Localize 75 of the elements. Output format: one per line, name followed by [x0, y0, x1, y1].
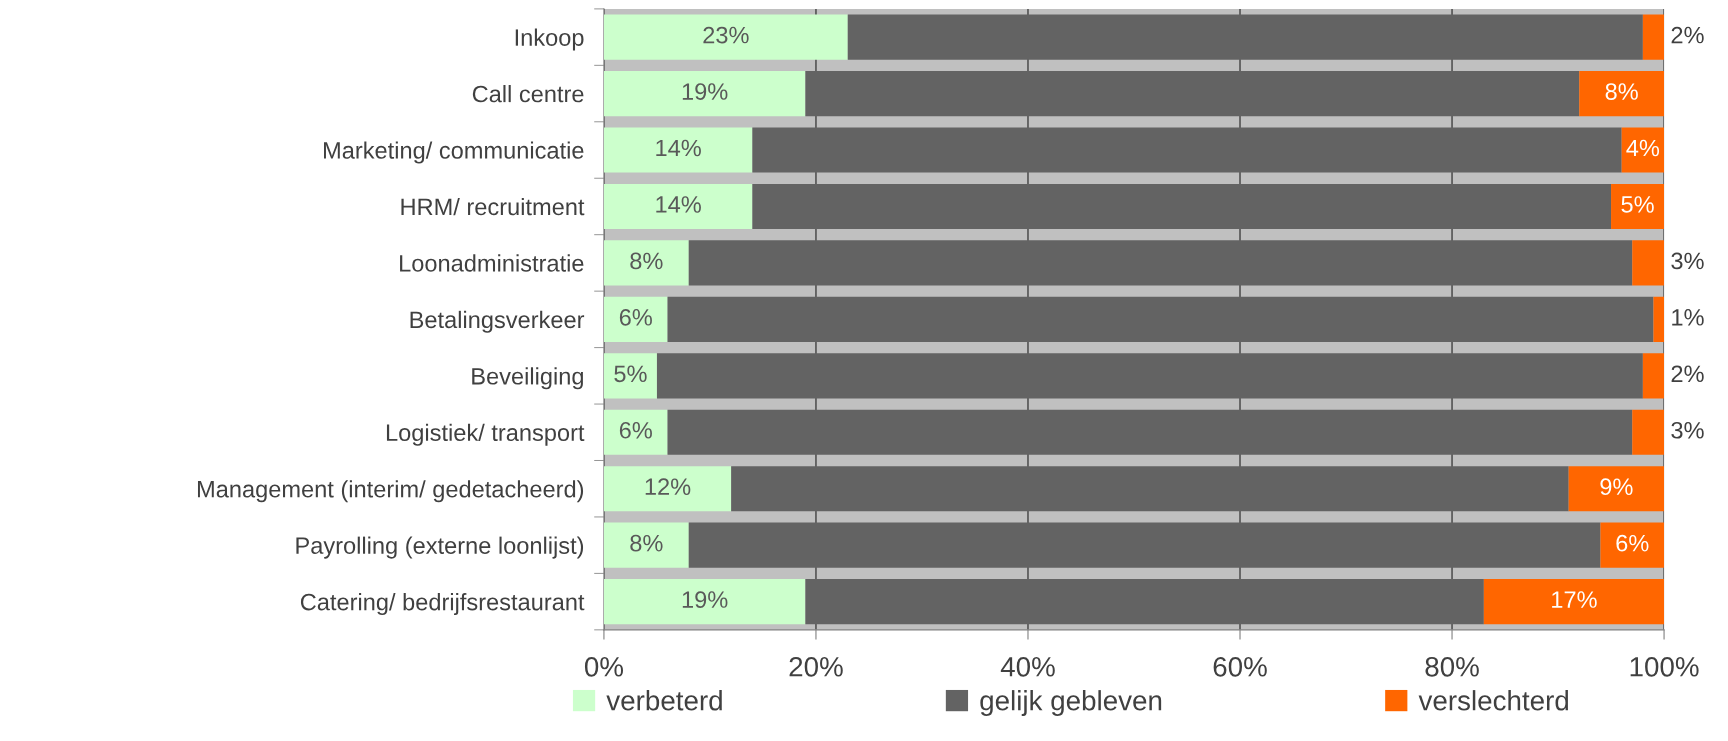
bar — [1568, 466, 1665, 512]
bar — [656, 353, 1643, 399]
y-tick-label: Call centre — [472, 85, 584, 103]
legend-label: verbeterd — [606, 690, 722, 711]
y-tick-label: Betalingsverkeer — [410, 310, 585, 333]
data-label: 14% — [656, 139, 701, 157]
x-tick-label: 0% — [584, 656, 624, 677]
bar — [1653, 296, 1665, 342]
x-tick-label: 40% — [1000, 656, 1055, 677]
data-label: 9% — [1600, 478, 1633, 496]
y-tick-label: Catering/ bedrijfsrestaurant — [300, 593, 585, 616]
y-tick-label: Beveiliging — [472, 367, 583, 390]
data-label: 3% — [1671, 421, 1704, 439]
y-tick-label: Payrolling (externe loonlijst) — [296, 536, 584, 559]
bar — [1579, 70, 1665, 117]
data-label: 4% — [1626, 139, 1660, 157]
data-label: 19% — [682, 591, 728, 608]
y-tick-label: Marketing/ communicatie — [324, 141, 584, 164]
y-tick-label: Loonadministratie — [400, 254, 584, 272]
data-label: 14% — [656, 196, 701, 213]
legend-label: gelijk gebleven — [980, 690, 1162, 716]
bar — [731, 466, 1569, 512]
y-tick-label: Logistiek/ transport — [386, 423, 585, 446]
bar — [603, 579, 806, 625]
bar — [603, 14, 848, 60]
data-label: 3% — [1671, 252, 1704, 270]
bar — [1600, 522, 1665, 568]
bar — [1621, 127, 1665, 173]
bar — [603, 409, 668, 455]
bar — [603, 70, 806, 117]
data-label: 19% — [682, 83, 728, 100]
bar — [603, 240, 689, 286]
data-label: 8% — [630, 534, 663, 552]
data-label: 6% — [619, 308, 652, 326]
data-label: 12% — [645, 478, 691, 495]
bar — [1611, 183, 1665, 230]
x-tick-label: 20% — [789, 656, 843, 677]
bar — [667, 409, 1633, 455]
bar — [667, 296, 1654, 342]
data-label: 8% — [630, 252, 663, 270]
bar — [847, 14, 1643, 60]
data-label: 5% — [614, 365, 647, 383]
bar — [752, 127, 1622, 173]
data-label: 1% — [1672, 309, 1704, 326]
data-label: 2% — [1671, 26, 1704, 44]
legend-label: verslechterd — [1418, 690, 1568, 711]
data-label: 17% — [1552, 591, 1597, 608]
data-label: 23% — [703, 26, 749, 44]
x-tick-label: 100% — [1630, 656, 1699, 677]
bar — [752, 183, 1612, 230]
bar — [603, 353, 657, 399]
data-label: 5% — [1621, 196, 1654, 213]
bar — [603, 127, 753, 173]
x-tick-label: 80% — [1425, 656, 1479, 677]
bar — [1642, 353, 1665, 399]
data-label: 8% — [1605, 83, 1638, 100]
bar — [1642, 14, 1665, 60]
y-tick-label: HRM/ recruitment — [401, 197, 585, 216]
bar — [688, 240, 1633, 286]
bar — [603, 296, 668, 342]
bar — [805, 70, 1580, 117]
data-label: 6% — [1616, 534, 1649, 552]
bar — [805, 579, 1484, 625]
data-label: 6% — [619, 421, 652, 439]
bar — [1483, 579, 1665, 625]
bar — [603, 466, 732, 512]
bar — [1632, 409, 1665, 455]
y-tick-label: Inkoop — [515, 28, 584, 51]
bar — [603, 522, 689, 568]
x-tick-label: 60% — [1213, 656, 1267, 677]
bar — [688, 522, 1601, 568]
y-tick-label: Management (interim/ gedetacheerd) — [197, 480, 584, 503]
bar — [1632, 240, 1665, 286]
bar — [603, 183, 753, 230]
data-label: 2% — [1671, 365, 1704, 383]
